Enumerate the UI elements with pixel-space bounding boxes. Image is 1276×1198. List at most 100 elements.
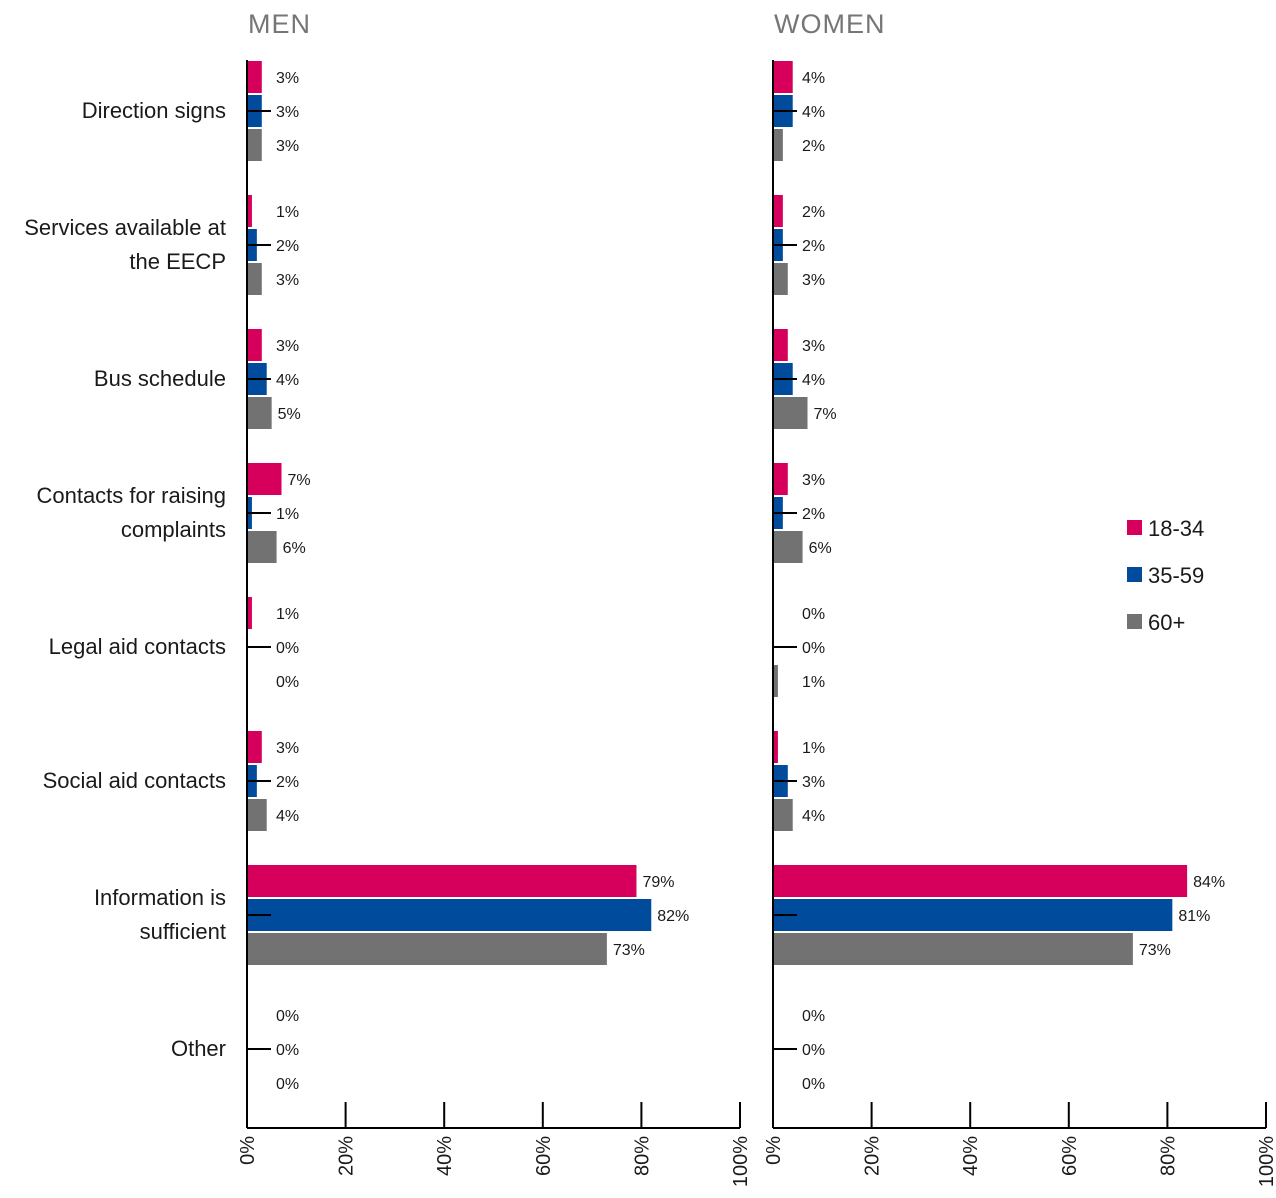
- value-label-women-legal-aid-contacts-35-59: 0%: [802, 640, 825, 657]
- value-label-men-legal-aid-contacts-18-34: 1%: [276, 606, 299, 623]
- value-label-women-information-is-sufficient-18-34: 84%: [1193, 874, 1225, 891]
- value-label-women-bus-schedule-18-34: 3%: [802, 338, 825, 355]
- legend-swatch-18-34: [1127, 520, 1142, 535]
- x-tick-label-women-3: 60%: [1059, 1136, 1081, 1176]
- x-tick-label-men-2: 40%: [434, 1136, 456, 1176]
- value-label-women-information-is-sufficient-60: 73%: [1139, 942, 1171, 959]
- value-label-women-direction-signs-35-59: 4%: [802, 104, 825, 121]
- bar-women-bus-schedule-60: [773, 397, 808, 429]
- category-label-social-aid-contacts: Social aid contacts: [43, 768, 226, 793]
- bar-women-services-available-at-the-eecp-60: [773, 263, 788, 295]
- legend-swatch-60: [1127, 614, 1142, 629]
- value-label-men-bus-schedule-60: 5%: [278, 406, 301, 423]
- value-label-women-social-aid-contacts-60: 4%: [802, 808, 825, 825]
- bar-women-services-available-at-the-eecp-18-34: [773, 195, 783, 227]
- x-tick-label-women-1: 20%: [862, 1136, 884, 1176]
- category-label-direction-signs: Direction signs: [82, 98, 226, 123]
- x-tick-label-men-4: 80%: [631, 1136, 653, 1176]
- category-label-information-is-sufficient: Information is: [94, 885, 226, 910]
- bar-women-information-is-sufficient-60: [773, 933, 1133, 965]
- value-label-women-bus-schedule-35-59: 4%: [802, 372, 825, 389]
- x-tick-label-men-3: 60%: [533, 1136, 555, 1176]
- value-label-men-social-aid-contacts-60: 4%: [276, 808, 299, 825]
- bar-men-social-aid-contacts-18-34: [247, 731, 262, 763]
- x-tick-label-women-4: 80%: [1157, 1136, 1179, 1176]
- value-label-men-information-is-sufficient-18-34: 79%: [642, 874, 674, 891]
- legend-label-18-34: 18-34: [1148, 516, 1204, 541]
- panel-title-women: WOMEN: [774, 9, 885, 39]
- category-label-services-available-at-the-eecp: the EECP: [129, 249, 226, 274]
- panel-title-men: MEN: [248, 9, 311, 39]
- bar-men-bus-schedule-18-34: [247, 329, 262, 361]
- bar-men-services-available-at-the-eecp-18-34: [247, 195, 252, 227]
- value-label-women-information-is-sufficient-35-59: 81%: [1178, 908, 1210, 925]
- value-label-men-other-18-34: 0%: [276, 1008, 299, 1025]
- category-label-bus-schedule: Bus schedule: [94, 366, 226, 391]
- category-label-contacts-for-raising-complaints: Contacts for raising: [36, 483, 226, 508]
- category-label-services-available-at-the-eecp: Services available at: [24, 215, 226, 240]
- value-label-women-contacts-for-raising-complaints-35-59: 2%: [802, 506, 825, 523]
- value-label-men-information-is-sufficient-35-59: 82%: [657, 908, 689, 925]
- bar-men-contacts-for-raising-complaints-60: [247, 531, 277, 563]
- x-tick-label-women-5: 100%: [1256, 1136, 1276, 1187]
- bar-men-bus-schedule-60: [247, 397, 272, 429]
- category-label-contacts-for-raising-complaints: complaints: [121, 517, 226, 542]
- value-label-women-services-available-at-the-eecp-35-59: 2%: [802, 238, 825, 255]
- x-tick-label-women-2: 40%: [960, 1136, 982, 1176]
- bar-men-direction-signs-60: [247, 129, 262, 161]
- value-label-men-services-available-at-the-eecp-35-59: 2%: [276, 238, 299, 255]
- value-label-women-services-available-at-the-eecp-18-34: 2%: [802, 204, 825, 221]
- bar-women-information-is-sufficient-35-59: [773, 899, 1173, 931]
- value-label-women-legal-aid-contacts-60: 1%: [802, 674, 825, 691]
- value-label-men-social-aid-contacts-18-34: 3%: [276, 740, 299, 757]
- legend-swatch-35-59: [1127, 567, 1142, 582]
- value-label-men-bus-schedule-35-59: 4%: [276, 372, 299, 389]
- legend-label-60: 60+: [1148, 610, 1185, 635]
- bar-women-legal-aid-contacts-60: [773, 665, 778, 697]
- value-label-men-legal-aid-contacts-60: 0%: [276, 674, 299, 691]
- bar-women-bus-schedule-18-34: [773, 329, 788, 361]
- bar-men-direction-signs-18-34: [247, 61, 262, 93]
- value-label-women-other-60: 0%: [802, 1076, 825, 1093]
- value-label-women-direction-signs-18-34: 4%: [802, 70, 825, 87]
- bar-women-direction-signs-18-34: [773, 61, 793, 93]
- legend-label-35-59: 35-59: [1148, 563, 1204, 588]
- value-label-men-direction-signs-35-59: 3%: [276, 104, 299, 121]
- x-tick-label-men-1: 20%: [336, 1136, 358, 1176]
- bar-women-information-is-sufficient-18-34: [773, 865, 1188, 897]
- value-label-women-contacts-for-raising-complaints-18-34: 3%: [802, 472, 825, 489]
- value-label-men-bus-schedule-18-34: 3%: [276, 338, 299, 355]
- category-label-other: Other: [171, 1036, 226, 1061]
- value-label-men-direction-signs-18-34: 3%: [276, 70, 299, 87]
- bar-men-information-is-sufficient-35-59: [247, 899, 652, 931]
- value-label-men-information-is-sufficient-60: 73%: [613, 942, 645, 959]
- bar-men-services-available-at-the-eecp-60: [247, 263, 262, 295]
- bar-women-contacts-for-raising-complaints-60: [773, 531, 803, 563]
- value-label-men-other-35-59: 0%: [276, 1042, 299, 1059]
- bar-men-legal-aid-contacts-18-34: [247, 597, 252, 629]
- value-label-men-services-available-at-the-eecp-18-34: 1%: [276, 204, 299, 221]
- x-tick-label-women-0: 0%: [763, 1136, 785, 1165]
- bar-men-contacts-for-raising-complaints-18-34: [247, 463, 282, 495]
- value-label-men-services-available-at-the-eecp-60: 3%: [276, 272, 299, 289]
- bar-women-social-aid-contacts-18-34: [773, 731, 778, 763]
- value-label-women-bus-schedule-60: 7%: [814, 406, 837, 423]
- bar-men-information-is-sufficient-18-34: [247, 865, 637, 897]
- value-label-men-other-60: 0%: [276, 1076, 299, 1093]
- bar-women-social-aid-contacts-60: [773, 799, 793, 831]
- bar-women-direction-signs-60: [773, 129, 783, 161]
- x-tick-label-men-0: 0%: [237, 1136, 259, 1165]
- value-label-men-contacts-for-raising-complaints-18-34: 7%: [288, 472, 311, 489]
- bar-women-contacts-for-raising-complaints-18-34: [773, 463, 788, 495]
- value-label-women-other-35-59: 0%: [802, 1042, 825, 1059]
- bar-men-social-aid-contacts-60: [247, 799, 267, 831]
- category-label-information-is-sufficient: sufficient: [140, 919, 226, 944]
- value-label-men-social-aid-contacts-35-59: 2%: [276, 774, 299, 791]
- value-label-men-direction-signs-60: 3%: [276, 138, 299, 155]
- value-label-women-social-aid-contacts-18-34: 1%: [802, 740, 825, 757]
- value-label-men-contacts-for-raising-complaints-60: 6%: [283, 540, 306, 557]
- value-label-men-legal-aid-contacts-35-59: 0%: [276, 640, 299, 657]
- value-label-men-contacts-for-raising-complaints-35-59: 1%: [276, 506, 299, 523]
- value-label-women-direction-signs-60: 2%: [802, 138, 825, 155]
